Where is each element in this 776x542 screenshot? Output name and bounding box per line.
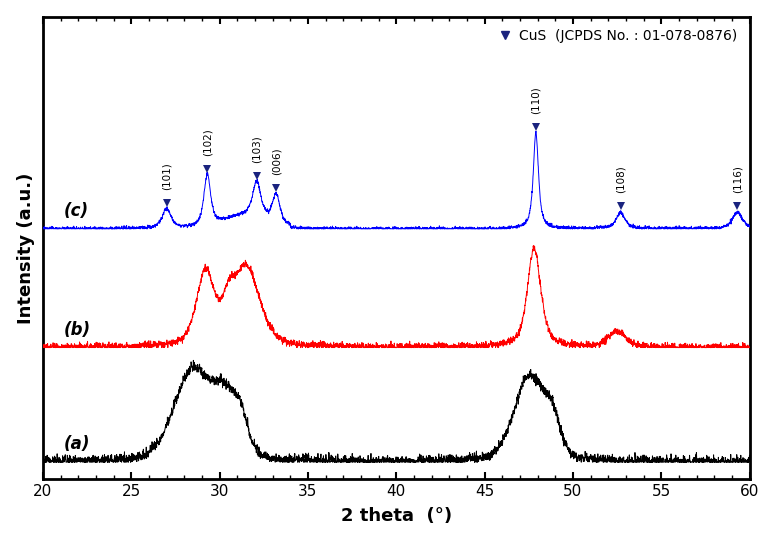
Legend: CuS  (JCPDS No. : 01-078-0876): CuS (JCPDS No. : 01-078-0876) (493, 24, 743, 49)
Text: (b): (b) (64, 321, 92, 339)
Text: (101): (101) (161, 163, 171, 190)
Text: (103): (103) (251, 136, 262, 163)
Text: (116): (116) (733, 166, 743, 193)
Text: (108): (108) (615, 165, 625, 193)
X-axis label: 2 theta  (°): 2 theta (°) (341, 507, 452, 525)
Text: (006): (006) (271, 147, 281, 175)
Text: (110): (110) (531, 86, 541, 114)
Text: (a): (a) (64, 435, 91, 454)
Text: (c): (c) (64, 202, 89, 220)
Text: (102): (102) (203, 128, 213, 156)
Y-axis label: Intensity (a.u.): Intensity (a.u.) (16, 172, 35, 324)
